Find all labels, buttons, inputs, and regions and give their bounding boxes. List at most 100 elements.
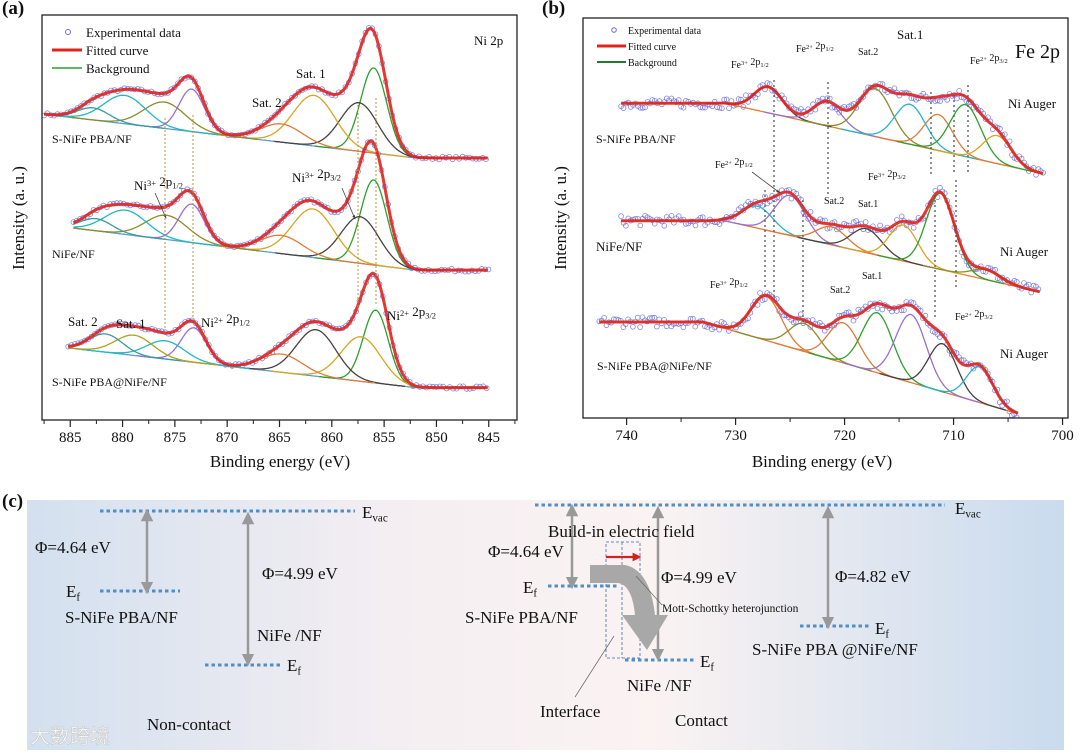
- fermi-level-label: Ef: [875, 619, 889, 640]
- data-point: [719, 105, 725, 112]
- legend-b: Experimental data Fitted curve Backgroun…: [597, 26, 702, 69]
- data-point: [651, 314, 658, 321]
- annotation: Sat. 1: [116, 316, 146, 331]
- data-point: [692, 222, 699, 229]
- component-peak: [774, 322, 912, 384]
- guide-lines-a: [164, 98, 377, 330]
- annotation: Ni Auger: [1000, 244, 1049, 259]
- annotation: Fe2+ 2p3/2: [970, 53, 1008, 67]
- annotation: Ni Auger: [1008, 96, 1057, 111]
- component-peak: [896, 103, 1034, 173]
- data-point: [634, 314, 641, 321]
- fermi-level-label: Ef: [700, 652, 714, 673]
- data-point: [826, 225, 833, 231]
- data-point: [692, 323, 699, 330]
- x-axis-a: 885 880 875 870 865 860 855 850 845: [43, 420, 516, 446]
- legend-label: Fitted curve: [628, 42, 677, 53]
- component-peak: [840, 224, 967, 276]
- component-peak: [73, 217, 167, 241]
- panel-label-c: (c): [2, 491, 23, 512]
- legend-label: Experimental data: [628, 26, 702, 37]
- fitted-curve: [598, 293, 1019, 415]
- data-point: [848, 227, 855, 234]
- data-point: [759, 297, 766, 304]
- watermark: 大数跨境: [30, 724, 110, 748]
- data-point: [742, 92, 749, 99]
- component-peak: [697, 295, 834, 361]
- data-point: [663, 323, 670, 330]
- x-tick-label: 720: [833, 428, 856, 444]
- annotation: Sat.2: [824, 196, 844, 207]
- data-point: [1030, 282, 1037, 289]
- work-function-label: Φ=4.64 eV: [488, 542, 565, 561]
- x-axis-label-a: Binding energy (eV): [210, 452, 350, 471]
- component-peak: [762, 225, 900, 261]
- data-point: [877, 222, 883, 229]
- data-point: [757, 290, 763, 296]
- material-label: S-NiFe PBA/NF: [465, 608, 578, 627]
- x-axis-b: 740 730 720 710 700: [615, 418, 1074, 444]
- panel-label-b: (b): [542, 0, 565, 19]
- data-point: [618, 213, 624, 219]
- annotation: Sat.2: [830, 285, 850, 296]
- annotation: Sat.1: [858, 199, 878, 210]
- annotation: Sat. 2: [252, 95, 282, 110]
- electron-transfer-arrow: [590, 565, 668, 650]
- x-tick-label: 740: [615, 428, 638, 444]
- spectrum: [65, 271, 490, 392]
- series-label: S-NiFe PBA@NiFe/NF: [597, 359, 712, 373]
- y-axis-label-b: Intensity (a. u.): [551, 166, 570, 270]
- series-label: S-NiFe PBA@NiFe/NF: [52, 375, 167, 389]
- data-point: [898, 213, 905, 220]
- data-point: [675, 213, 682, 220]
- work-function-label: Φ=4.82 eV: [835, 567, 912, 586]
- interface-leader: [574, 635, 615, 698]
- chart-title-b: Fe 2p: [1015, 41, 1060, 63]
- fermi-level-label: Ef: [287, 656, 301, 677]
- series-label: S-NiFe PBA/NF: [596, 132, 676, 146]
- work-function-arrows: [140, 503, 835, 667]
- field-label: Build-in electric field: [548, 522, 695, 541]
- caption-contact: Contact: [675, 711, 728, 730]
- chart-title-a: Ni 2p: [474, 33, 503, 48]
- data-point: [1004, 398, 1010, 405]
- annotation: Ni3+ 2p3/2: [292, 166, 341, 185]
- data-point: [637, 222, 644, 229]
- x-tick-label: 865: [268, 430, 291, 446]
- annotation: Ni2+ 2p1/2: [201, 311, 250, 330]
- data-point: [953, 95, 960, 102]
- x-tick-label: 855: [373, 430, 396, 446]
- data-point: [637, 324, 643, 330]
- annotation: Sat.1: [897, 27, 923, 42]
- annotation: Ni Auger: [1000, 346, 1049, 361]
- fermi-level-label: Ef: [66, 582, 80, 603]
- panel-b: (b) 740 730 720 710 700 Binding energy (eV) …: [542, 0, 1074, 471]
- data-point: [716, 105, 723, 111]
- data-point: [668, 213, 675, 219]
- legend-marker-points: [65, 29, 71, 35]
- component-peak: [797, 227, 935, 269]
- caption-non-contact: Non-contact: [147, 715, 231, 734]
- annotation-arrow: [154, 192, 167, 219]
- annotation: Ni3+ 2p1/2: [134, 174, 183, 193]
- x-tick-label: 870: [216, 430, 239, 446]
- data-point: [630, 323, 636, 330]
- data-point: [790, 319, 797, 326]
- junction-label: Mott-Schottky heterojunction: [662, 603, 799, 615]
- spectrum: [618, 184, 1042, 296]
- work-function-label: Φ=4.99 eV: [262, 564, 339, 583]
- data-point: [850, 317, 857, 324]
- component-peak: [44, 107, 164, 129]
- data-point: [171, 84, 178, 91]
- material-label: NiFe /NF: [257, 626, 322, 645]
- data-point: [836, 109, 843, 116]
- data-point: [680, 104, 687, 111]
- component-peak: [874, 113, 1002, 166]
- annotation: Ni2+ 2p3/2: [387, 304, 436, 323]
- x-tick-label: 850: [425, 430, 448, 446]
- fermi-level-label: Ef: [523, 578, 537, 599]
- data-point: [620, 105, 627, 111]
- component-peak: [879, 342, 1007, 411]
- annotation: Sat. 2: [68, 314, 98, 329]
- data-point: [879, 306, 886, 313]
